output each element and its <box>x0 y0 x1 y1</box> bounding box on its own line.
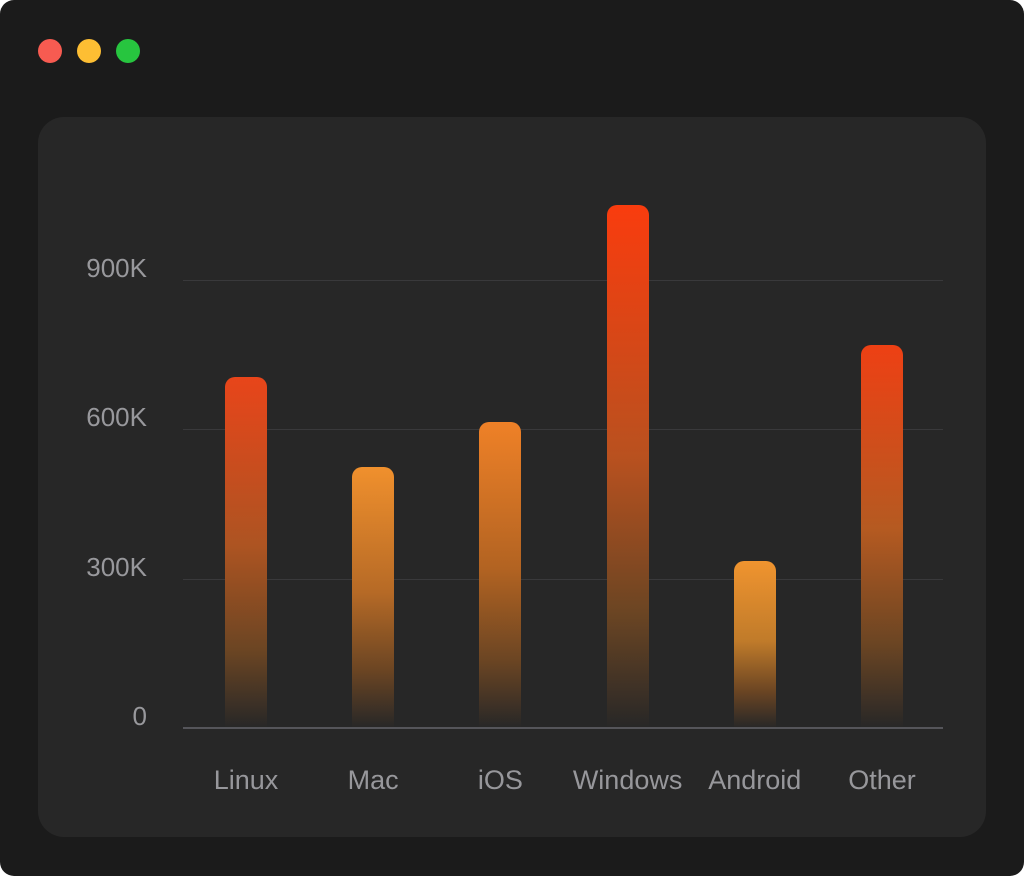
gridline <box>183 280 943 282</box>
bar-android <box>734 561 776 728</box>
bar-chart-panel: 0 300K 600K 900K Linux Mac iOS Windows Android Ot… <box>38 117 986 837</box>
zoom-button[interactable] <box>116 39 140 63</box>
traffic-lights <box>38 39 140 63</box>
y-axis-tick-label: 600K <box>86 402 147 433</box>
y-axis-tick-label: 0 <box>132 701 147 731</box>
x-axis-category-label: Linux <box>213 765 279 795</box>
bar-ios <box>479 422 521 728</box>
close-button[interactable] <box>38 39 62 63</box>
x-axis-category-label: Other <box>848 765 916 795</box>
bar-linux <box>225 377 267 728</box>
x-axis-line <box>183 727 943 729</box>
titlebar <box>0 0 1024 100</box>
bar-windows <box>607 205 649 728</box>
x-axis-category-label: Android <box>708 765 802 795</box>
bar-mac <box>352 467 394 728</box>
x-axis-category-label: Mac <box>347 765 399 795</box>
y-axis-tick-label: 300K <box>86 551 147 582</box>
y-axis-tick-label: 900K <box>86 253 147 284</box>
minimize-button[interactable] <box>77 39 101 63</box>
bar-other <box>861 345 903 728</box>
gridline <box>183 429 943 431</box>
gridline <box>183 578 943 580</box>
x-axis-category-label: iOS <box>477 765 523 795</box>
x-axis-category-label: Windows <box>572 765 683 795</box>
